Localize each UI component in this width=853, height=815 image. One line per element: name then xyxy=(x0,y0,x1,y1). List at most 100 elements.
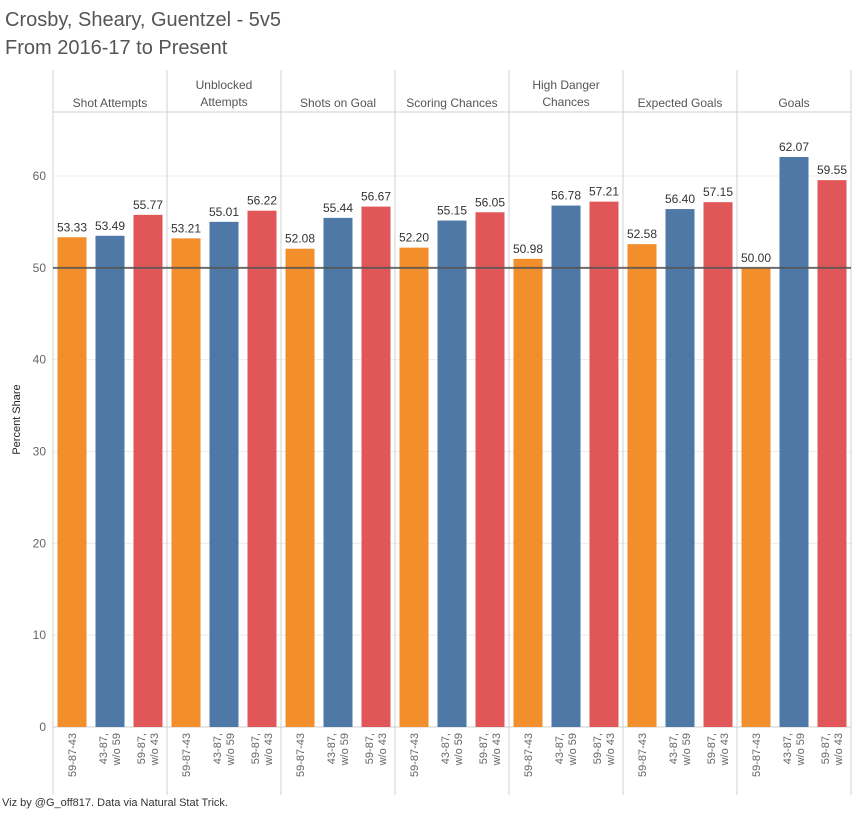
x-tick-label-line: w/o 59 xyxy=(111,733,123,766)
x-tick-label: 43-87,w/o 59 xyxy=(782,733,807,766)
x-tick-label-line: 43-87, xyxy=(554,733,566,764)
x-tick-label: 59-87,w/o 43 xyxy=(820,733,845,766)
data-label: 56.22 xyxy=(247,194,277,208)
bar xyxy=(817,180,847,727)
x-tick-label-line: w/o 59 xyxy=(681,733,693,766)
x-tick-label-line: w/o 43 xyxy=(491,733,503,766)
data-label: 52.20 xyxy=(399,231,429,245)
y-tick-label: 20 xyxy=(33,536,47,550)
x-tick-label: 59-87-43 xyxy=(637,733,649,777)
data-label: 55.15 xyxy=(437,204,467,218)
bar xyxy=(779,156,809,728)
bar xyxy=(399,247,429,727)
x-tick-label-line: w/o 43 xyxy=(377,733,389,766)
data-label: 53.49 xyxy=(95,219,125,233)
x-tick-label-line: w/o 59 xyxy=(795,733,807,766)
bar xyxy=(133,214,163,727)
title-line-2: From 2016-17 to Present xyxy=(5,37,228,59)
data-label: 50.00 xyxy=(741,251,771,265)
x-tick-label: 43-87,w/o 59 xyxy=(554,733,579,766)
x-tick-label-line: 59-87, xyxy=(478,733,490,764)
x-tick-label: 59-87,w/o 43 xyxy=(250,733,275,766)
bar xyxy=(475,212,505,727)
bar xyxy=(627,244,657,728)
x-tick-label-line: 59-87, xyxy=(706,733,718,764)
panel-header: Goals xyxy=(778,96,809,110)
x-tick-label: 59-87,w/o 43 xyxy=(364,733,389,766)
bar xyxy=(551,205,581,728)
panel-header: Shot Attempts xyxy=(73,96,148,110)
data-label: 55.01 xyxy=(209,205,239,219)
x-tick-label-line: w/o 43 xyxy=(833,733,845,766)
bar xyxy=(57,237,87,727)
title-line-1: Crosby, Sheary, Guentzel - 5v5 xyxy=(5,9,282,31)
data-label: 56.05 xyxy=(475,195,505,209)
bar xyxy=(437,220,467,727)
data-label: 57.21 xyxy=(589,185,619,199)
x-tick-label: 59-87-43 xyxy=(295,733,307,777)
chart-title: Crosby, Sheary, Guentzel - 5v5 From 2016… xyxy=(5,6,281,62)
x-tick-label-line: 43-87, xyxy=(212,733,224,764)
panel-header-line: Unblocked xyxy=(196,78,253,92)
data-label: 62.07 xyxy=(779,140,809,154)
x-tick-label: 43-87,w/o 59 xyxy=(668,733,693,766)
y-tick-label: 50 xyxy=(33,261,47,275)
data-label: 53.21 xyxy=(171,221,201,235)
x-tick-label-line: 43-87, xyxy=(326,733,338,764)
data-label: 53.33 xyxy=(57,220,87,234)
x-tick-label-line: w/o 43 xyxy=(719,733,731,766)
x-tick-label-line: 59-87, xyxy=(820,733,832,764)
panel-header: Unblocked Attempts xyxy=(196,78,253,109)
bar xyxy=(703,202,733,728)
data-label: 56.67 xyxy=(361,190,391,204)
footer-credit: Viz by @G_off817. Data via Natural Stat … xyxy=(2,797,228,809)
panel-header-line: Chances xyxy=(542,95,589,109)
panel-header: Scoring Chances xyxy=(406,96,497,110)
panel-header-line: Attempts xyxy=(200,95,247,109)
x-tick-label-line: w/o 59 xyxy=(339,733,351,766)
data-label: 55.44 xyxy=(323,201,353,215)
bar xyxy=(665,209,695,727)
x-tick-label-line: 59-87, xyxy=(136,733,148,764)
bar xyxy=(247,210,277,727)
x-tick-label-line: w/o 59 xyxy=(453,733,465,766)
x-tick-label-line: 59-87, xyxy=(250,733,262,764)
bar xyxy=(285,248,315,727)
x-tick-label: 59-87,w/o 43 xyxy=(706,733,731,766)
panel-header: Expected Goals xyxy=(638,96,723,110)
bar xyxy=(171,238,201,727)
data-label: 52.58 xyxy=(627,227,657,241)
x-tick-label: 59-87-43 xyxy=(67,733,79,777)
panel-header-line: High Danger xyxy=(532,78,599,92)
bar xyxy=(95,235,125,727)
y-tick-label: 60 xyxy=(33,169,47,183)
x-tick-label: 59-87-43 xyxy=(751,733,763,777)
x-tick-label-line: w/o 43 xyxy=(149,733,161,766)
x-tick-label-line: 43-87, xyxy=(98,733,110,764)
y-tick-label: 30 xyxy=(33,445,47,459)
bar xyxy=(361,206,391,727)
bar xyxy=(323,217,353,727)
x-tick-label-line: w/o 59 xyxy=(225,733,237,766)
x-tick-label-line: 59-87, xyxy=(364,733,376,764)
data-label: 52.08 xyxy=(285,232,315,246)
data-label: 57.15 xyxy=(703,185,733,199)
x-tick-label-line: 43-87, xyxy=(668,733,680,764)
x-tick-label-line: w/o 43 xyxy=(605,733,617,766)
x-tick-label: 43-87,w/o 59 xyxy=(440,733,465,766)
x-tick-label-line: w/o 43 xyxy=(263,733,275,766)
panel-header: High Danger Chances xyxy=(532,78,599,109)
bar xyxy=(589,201,619,727)
data-label: 59.55 xyxy=(817,163,847,177)
x-tick-label-line: 43-87, xyxy=(440,733,452,764)
x-tick-label-line: 59-87, xyxy=(592,733,604,764)
x-tick-label: 59-87,w/o 43 xyxy=(136,733,161,766)
x-tick-label-line: 43-87, xyxy=(782,733,794,764)
bar xyxy=(209,221,239,727)
data-label: 50.98 xyxy=(513,242,543,256)
x-tick-label: 43-87,w/o 59 xyxy=(212,733,237,766)
x-tick-label: 43-87,w/o 59 xyxy=(326,733,351,766)
x-tick-label: 43-87,w/o 59 xyxy=(98,733,123,766)
